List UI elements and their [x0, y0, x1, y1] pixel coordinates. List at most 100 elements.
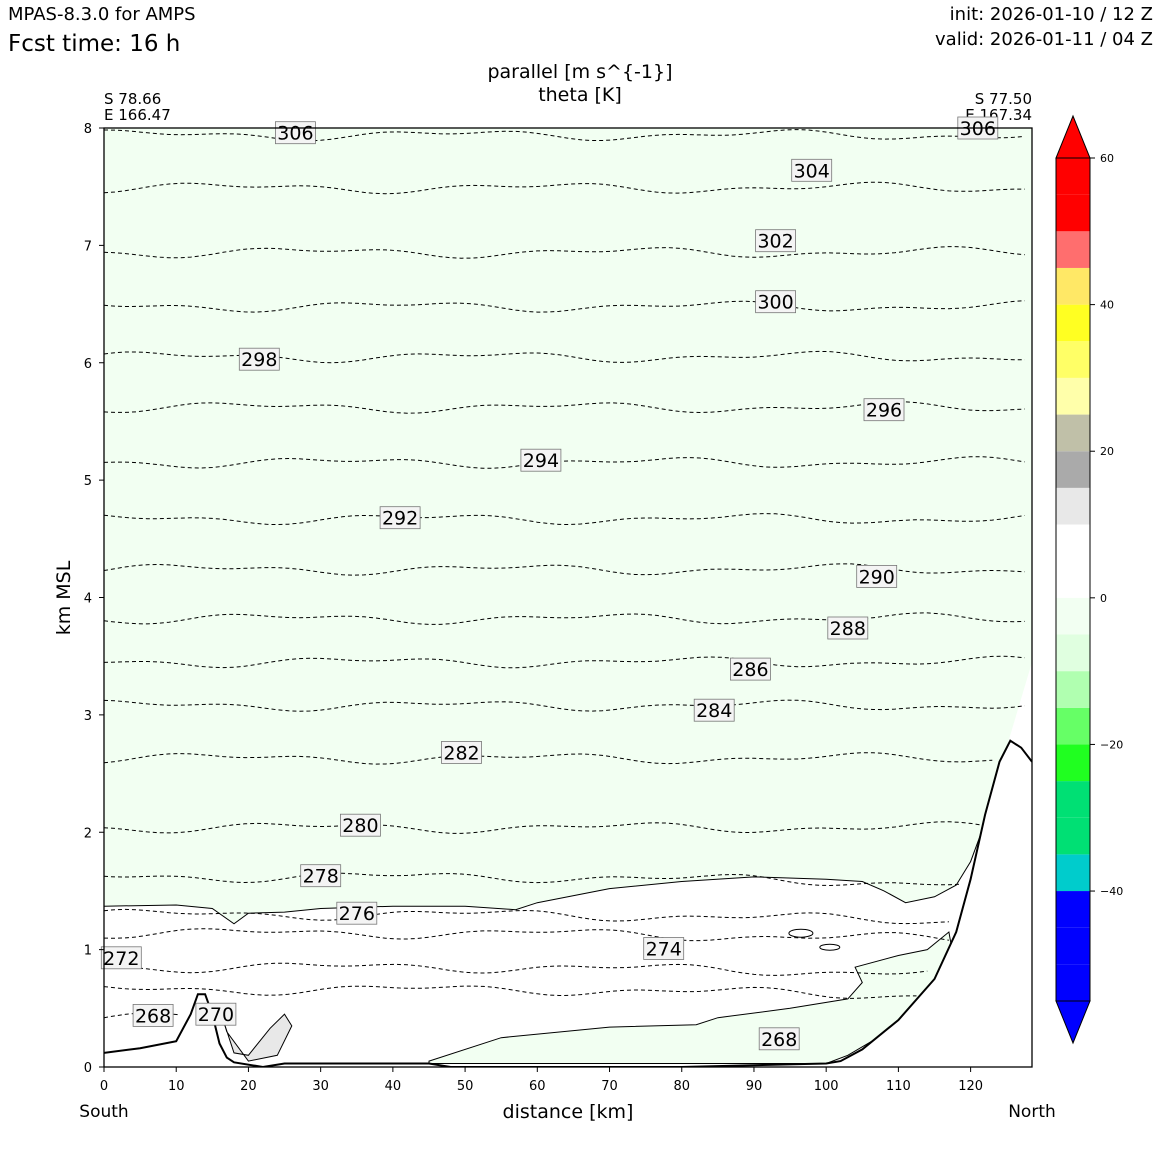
colorbar-bin-10 — [1056, 487, 1090, 525]
y-tick-label-5: 5 — [84, 474, 92, 489]
theta-contour-298 — [104, 350, 1025, 364]
x-axis-label: distance [km] — [503, 1101, 634, 1123]
north-label: North — [1008, 1102, 1056, 1122]
colorbar-bin-0 — [1056, 561, 1090, 598]
theta-label-box-280 — [339, 813, 381, 837]
theta-contour-292 — [104, 513, 1025, 526]
theta-contour-300 — [104, 300, 1025, 313]
x-tick-label-50: 50 — [457, 1079, 474, 1094]
colorbar: 60 40 20 0 −20 −40 — [1055, 114, 1123, 1045]
theta-label-box-268 — [758, 1027, 800, 1051]
colorbar-bin-30 — [1056, 341, 1090, 378]
theta-contour-288 — [104, 612, 1025, 625]
y-tick-label-6: 6 — [84, 357, 92, 372]
theta-label-box-298 — [238, 347, 280, 371]
theta-contour-306 — [104, 129, 1025, 142]
end-lat: S 77.50 — [975, 90, 1032, 108]
theta-label-box-288 — [827, 616, 869, 640]
x-tick-label-110: 110 — [886, 1079, 911, 1094]
colorbar-over-arrow — [1055, 114, 1091, 159]
colorbar-tick-label--40: −40 — [1100, 885, 1123, 898]
init-time: init: 2026-01-10 / 12 Z — [949, 4, 1153, 25]
x-tick-label-40: 40 — [385, 1079, 402, 1094]
x-tick-label-80: 80 — [673, 1079, 690, 1094]
x-tick-label-100: 100 — [814, 1079, 839, 1094]
theta-label-268: 268 — [761, 1029, 797, 1051]
chart-subtitle: theta [K] — [538, 84, 622, 106]
colorbar-bin--15 — [1056, 671, 1090, 708]
theta-label-294: 294 — [523, 450, 559, 472]
x-tick-label-60: 60 — [529, 1079, 546, 1094]
wind-contour-eddy-2 — [819, 943, 841, 951]
colorbar-bin-5 — [1056, 524, 1090, 562]
y-tick-label-1: 1 — [84, 944, 92, 959]
y-tick-label-7: 7 — [84, 239, 92, 254]
theta-label-box-296 — [863, 398, 905, 422]
theta-label-box-300 — [755, 290, 796, 314]
x-tick-label-0: 0 — [100, 1079, 108, 1094]
theta-label-276: 276 — [339, 903, 375, 925]
colorbar-bin-35 — [1056, 304, 1090, 342]
theta-label-268: 268 — [135, 1005, 171, 1027]
theta-contour-294 — [104, 456, 1025, 469]
terrain-fill — [104, 740, 1032, 1067]
colorbar-under-arrow — [1055, 1000, 1091, 1045]
theta-contour-280 — [104, 821, 982, 834]
theta-label-304: 304 — [794, 160, 830, 182]
theta-contour-282 — [104, 752, 993, 765]
theta-contour-284 — [104, 699, 1025, 712]
x-tick-label-20: 20 — [240, 1079, 257, 1094]
theta-label-270: 270 — [198, 1004, 234, 1026]
colorbar-bin-extra — [1056, 964, 1090, 1001]
theta-label-280: 280 — [342, 815, 378, 837]
theta-label-box-286 — [730, 657, 771, 681]
theta-label-box-274 — [643, 937, 685, 960]
theta-label-306: 306 — [960, 118, 996, 140]
colorbar-bin-20 — [1056, 414, 1090, 452]
y-axis-label: km MSL — [53, 560, 75, 635]
theta-contour-272 — [104, 962, 928, 976]
colorbar-bin--30 — [1056, 781, 1090, 818]
theta-label-306: 306 — [277, 123, 313, 145]
x-tick-label-10: 10 — [168, 1079, 185, 1094]
theta-label-288: 288 — [830, 618, 866, 640]
wind-contour-line-3 — [104, 832, 982, 925]
theta-label-300: 300 — [757, 292, 793, 314]
y-tick-label-3: 3 — [84, 709, 92, 724]
theta-contour-302 — [104, 246, 1025, 259]
colorbar-tick-label-0: 0 — [1100, 592, 1107, 605]
colorbar-bin--20 — [1056, 707, 1090, 745]
theta-label-282: 282 — [443, 742, 479, 764]
theta-label-box-284 — [693, 698, 735, 722]
theta-label-box-278 — [300, 864, 342, 888]
theta-label-box-306 — [274, 121, 316, 145]
theta-label-272: 272 — [103, 948, 139, 970]
colorbar-tick-label-40: 40 — [1100, 299, 1114, 312]
x-tick-label-30: 30 — [312, 1079, 329, 1094]
y-tick-label-0: 0 — [84, 1061, 92, 1076]
wind-fill-region-3 — [104, 128, 1032, 924]
theta-label-302: 302 — [757, 231, 793, 253]
y-tick-label-8: 8 — [84, 122, 92, 137]
colorbar-bin--5 — [1056, 597, 1090, 635]
wind-fill-pocket — [222, 1013, 293, 1062]
colorbar-bin-50 — [1056, 194, 1090, 232]
colorbar-bin--45 — [1056, 891, 1090, 928]
colorbar-frame — [1055, 157, 1091, 1002]
colorbar-tick-label-20: 20 — [1100, 445, 1114, 458]
theta-contour-274 — [104, 928, 949, 942]
theta-label-292: 292 — [382, 508, 418, 530]
theta-label-274: 274 — [646, 939, 682, 961]
theta-contour-278 — [104, 872, 960, 887]
south-label: South — [79, 1102, 128, 1122]
y-tick-label-4: 4 — [84, 592, 92, 607]
theta-contour-286 — [104, 655, 1025, 669]
colorbar-bin--10 — [1056, 634, 1090, 672]
theta-label-284: 284 — [696, 700, 732, 722]
theta-label-286: 286 — [732, 659, 768, 681]
theta-label-box-270 — [195, 1002, 237, 1026]
start-lat: S 78.66 — [104, 90, 161, 108]
model-title: MPAS-8.3.0 for AMPS — [8, 4, 196, 25]
theta-label-box-304 — [791, 158, 833, 182]
